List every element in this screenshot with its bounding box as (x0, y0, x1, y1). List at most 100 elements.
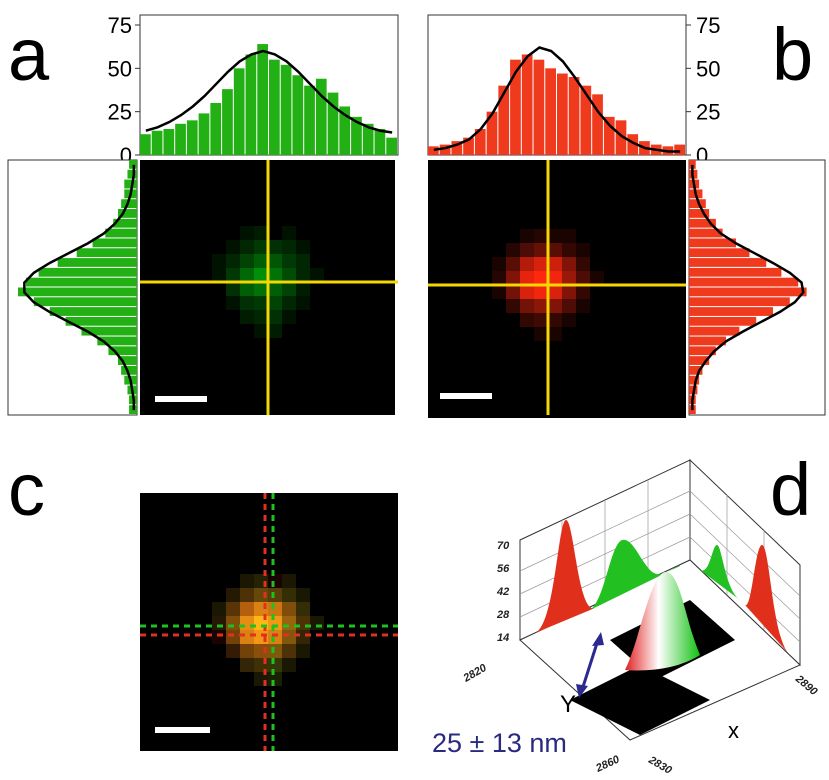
pixel (282, 644, 296, 658)
hist-bar (604, 117, 615, 155)
pixel (226, 240, 240, 254)
hist-bar (689, 248, 749, 257)
pixel (310, 310, 324, 324)
pixel (520, 285, 534, 299)
hist-bar (105, 229, 137, 238)
pixel (506, 229, 520, 243)
pixel (240, 310, 254, 324)
pixel (254, 324, 268, 338)
pixel (268, 658, 282, 672)
hist-bar (674, 145, 685, 155)
pixel (534, 299, 548, 313)
pixel (548, 271, 562, 285)
pixel (282, 574, 296, 588)
pixel (240, 616, 254, 630)
pixel (310, 324, 324, 338)
hist-bar (534, 60, 545, 155)
hist-bar (292, 75, 303, 155)
pixel (254, 240, 268, 254)
figure: a b c d 70 56 42 28 14 2820 2890 2860 28… (0, 0, 829, 780)
hist-bar (199, 113, 210, 155)
scale-bar (155, 727, 210, 733)
hist-bar (187, 120, 198, 155)
hist-bar (26, 278, 137, 287)
axis-label: x (728, 718, 739, 743)
pixel (296, 324, 310, 338)
pixel (492, 313, 506, 327)
pixel (240, 268, 254, 282)
hist-bar (498, 86, 509, 155)
hist-bar (689, 288, 807, 297)
y-tick-label: 25 (108, 100, 132, 125)
scale-bar (440, 393, 492, 399)
pixel (268, 616, 282, 630)
pixel (534, 271, 548, 285)
pixel (212, 588, 226, 602)
pixel (534, 285, 548, 299)
pixel (562, 299, 576, 313)
hist-bar (222, 89, 233, 155)
x-tick-label: 2860 (593, 753, 622, 775)
pixel (520, 299, 534, 313)
pixel (212, 658, 226, 672)
pixel (240, 672, 254, 686)
pixel (212, 254, 226, 268)
pixel (240, 658, 254, 672)
pixel (226, 324, 240, 338)
pixel (310, 616, 324, 630)
pixel (226, 588, 240, 602)
pixel (506, 299, 520, 313)
pixel (548, 243, 562, 257)
pixel (296, 310, 310, 324)
hist-bar (569, 77, 580, 155)
panel-label: a (8, 13, 50, 96)
pixel (310, 630, 324, 644)
hist-bar (18, 288, 137, 297)
pixel (310, 254, 324, 268)
pixel (562, 285, 576, 299)
pixel (492, 285, 506, 299)
pixel (310, 226, 324, 240)
pixel (576, 313, 590, 327)
pixel (268, 644, 282, 658)
pixel (240, 324, 254, 338)
pixel (506, 313, 520, 327)
panel-label: c (8, 448, 45, 531)
pixel (520, 243, 534, 257)
pixel (268, 310, 282, 324)
y-tick-label: 25 (696, 100, 720, 125)
pixel (562, 229, 576, 243)
pixel (548, 285, 562, 299)
pixel (254, 282, 268, 296)
pixel (506, 257, 520, 271)
pixel (310, 644, 324, 658)
pixel (254, 226, 268, 240)
pixel (576, 299, 590, 313)
pixel (254, 268, 268, 282)
pixel (548, 257, 562, 271)
pixel (590, 271, 604, 285)
pixel (310, 588, 324, 602)
pixel (226, 616, 240, 630)
y-tick-label: 75 (108, 13, 132, 38)
pixel (590, 327, 604, 341)
pixel (226, 574, 240, 588)
pixel (590, 313, 604, 327)
pixel (282, 630, 296, 644)
x-tick-label: 2890 (792, 672, 820, 698)
pixel (296, 268, 310, 282)
pixel (296, 574, 310, 588)
pixel (282, 296, 296, 310)
pixel (548, 313, 562, 327)
pixel (562, 327, 576, 341)
pixel (226, 254, 240, 268)
pixel (296, 616, 310, 630)
hist-bar (210, 103, 221, 155)
pixel (506, 271, 520, 285)
pixel (296, 588, 310, 602)
pixel (268, 282, 282, 296)
pixel (212, 616, 226, 630)
pixel (226, 658, 240, 672)
pixel (226, 282, 240, 296)
pixel (534, 327, 548, 341)
